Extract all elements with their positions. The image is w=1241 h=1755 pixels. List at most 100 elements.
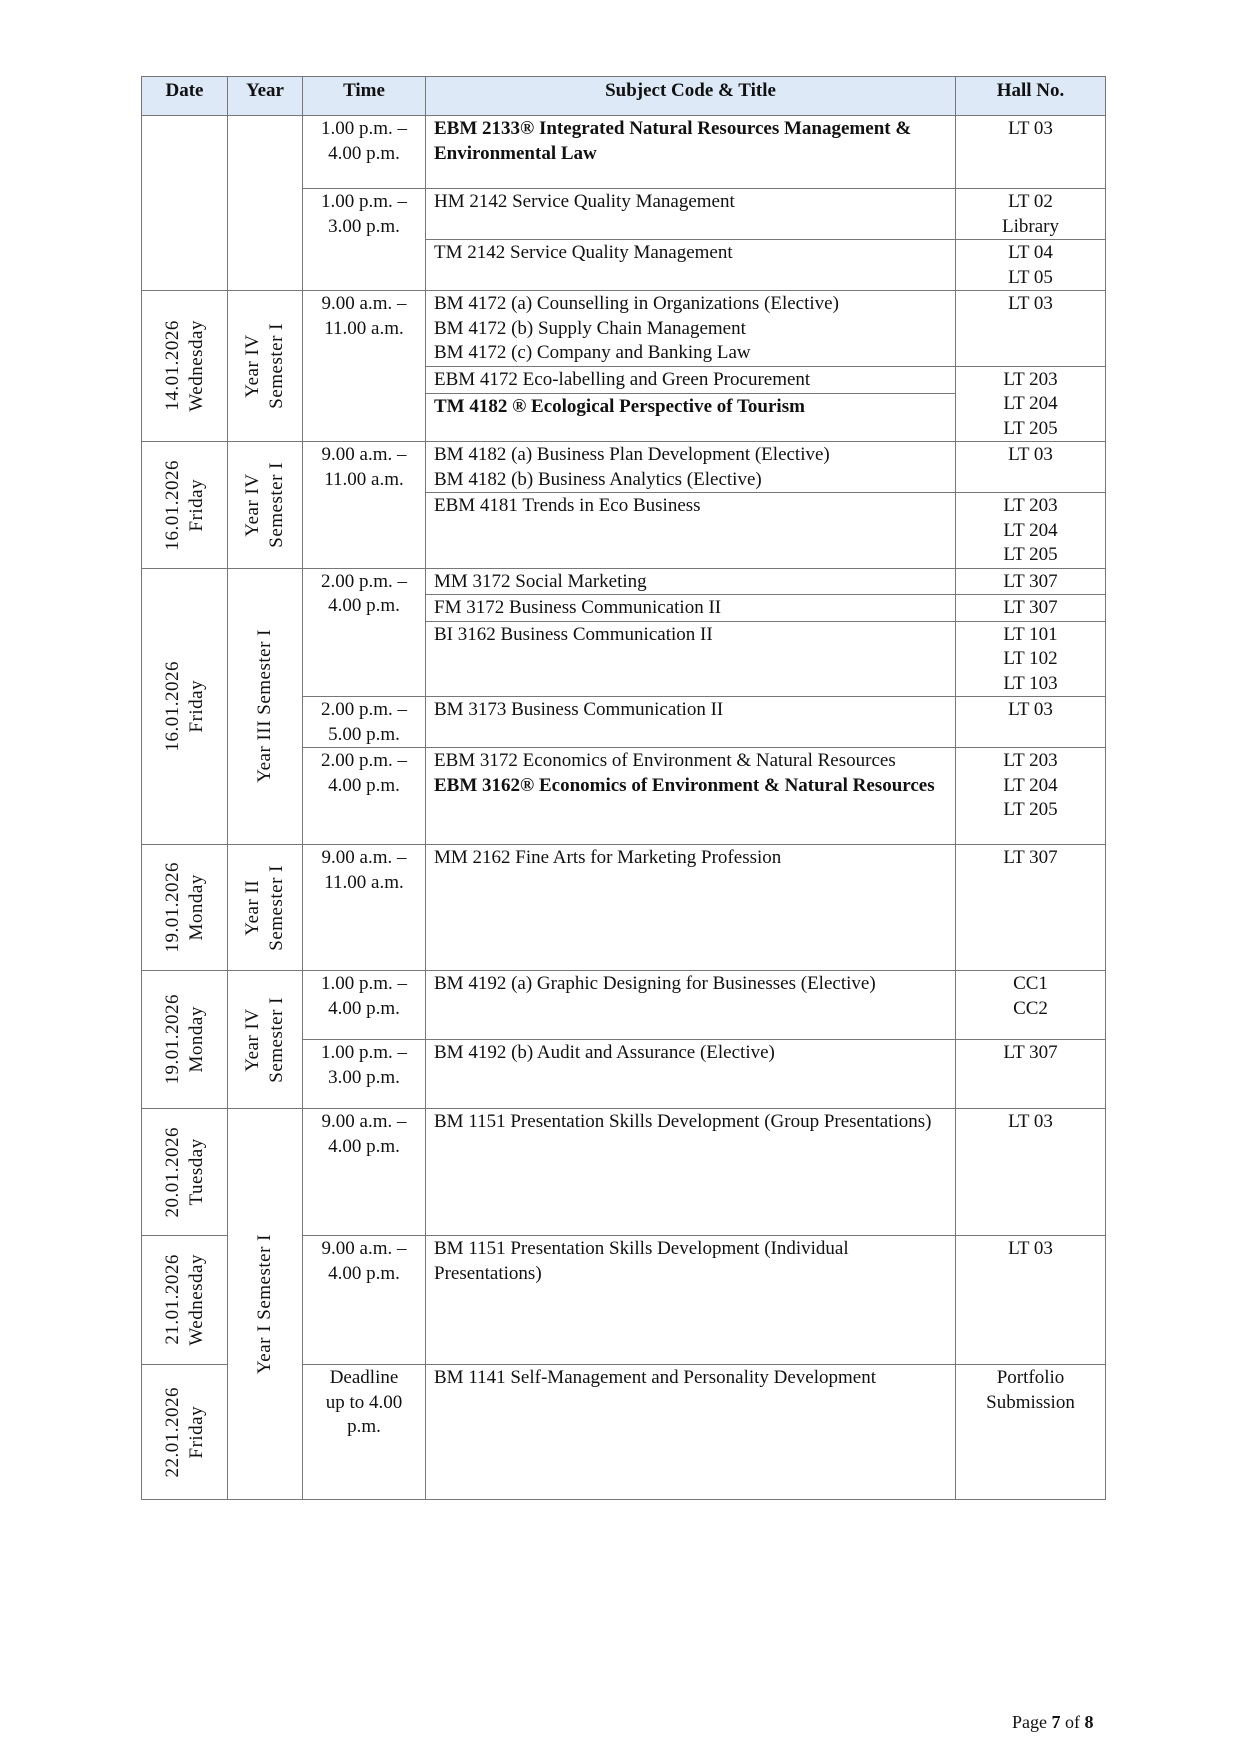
subject-cell: TM 4182 ® Ecological Perspective of Tour… bbox=[425, 392, 956, 443]
subject-cell: EBM 3172 Economics of Environment & Natu… bbox=[425, 747, 956, 845]
hall-cell: Portfolio Submission bbox=[955, 1364, 1106, 1500]
date-cell: 16.01.2026 Friday bbox=[141, 441, 228, 569]
time-cell: 1.00 p.m. – 3.00 p.m. bbox=[302, 1039, 426, 1109]
time-cell: 9.00 a.m. – 11.00 a.m. bbox=[302, 441, 426, 569]
year-cell: Year I Semester I bbox=[227, 1108, 303, 1500]
subject-cell: BM 4182 (a) Business Plan Development (E… bbox=[425, 441, 956, 493]
table-row: 16.01.2026 Friday Year III Semester I 2.… bbox=[141, 567, 1106, 845]
table-row: EBM 4181 Trends in Eco Business LT 203 L… bbox=[142, 492, 1106, 569]
hall-cell: LT 307 bbox=[955, 594, 1106, 622]
subject-cell: BI 3162 Business Communication II bbox=[425, 620, 956, 697]
table-row: 22.01.2026 Friday Deadline up to 4.00 p.… bbox=[141, 1364, 1106, 1500]
year-cell: Year IV Semester I bbox=[227, 441, 303, 569]
date-cell: 20.01.2026 Tuesday bbox=[141, 1108, 228, 1236]
table-row: 1.00 p.m. – 4.00 p.m. EBM 2133® Integrat… bbox=[141, 115, 1106, 291]
year-cell: Year IV Semester I bbox=[227, 970, 303, 1109]
subject-cell: EBM 4181 Trends in Eco Business bbox=[425, 492, 956, 569]
date-cell: 22.01.2026 Friday bbox=[141, 1364, 228, 1500]
hall-cell: LT 02 Library bbox=[955, 188, 1106, 240]
subject-cell: BM 3173 Business Communication II bbox=[425, 696, 956, 748]
subject-cell: MM 3172 Social Marketing bbox=[425, 567, 956, 595]
time-cell: 2.00 p.m. – 4.00 p.m. bbox=[302, 747, 426, 845]
time-cell: 9.00 a.m. – 11.00 a.m. bbox=[302, 844, 426, 971]
table-row: TM 2142 Service Quality Management LT 04… bbox=[142, 239, 1106, 291]
table-row: 14.01.2026 Wednesday Year IV Semester I … bbox=[141, 290, 1106, 442]
page-current: 7 bbox=[1051, 1712, 1061, 1732]
hall-cell: LT 03 bbox=[955, 441, 1106, 493]
table-row: 1.00 p.m. – 3.00 p.m. HM 2142 Service Qu… bbox=[142, 188, 1106, 291]
date-text: 19.01.2026 Monday bbox=[161, 994, 207, 1085]
table-row: 2.00 p.m. – 5.00 p.m. BM 3173 Business C… bbox=[142, 696, 1106, 748]
hall-cell: LT 03 bbox=[955, 696, 1106, 748]
hall-cell: LT 203 LT 204 LT 205 bbox=[955, 492, 1106, 569]
page-prefix: Page bbox=[1012, 1712, 1052, 1732]
table-row: 20.01.2026 Tuesday Year I Semester I 9.0… bbox=[141, 1108, 1106, 1500]
header-time: Time bbox=[302, 76, 426, 116]
subject-cell: MM 2162 Fine Arts for Marketing Professi… bbox=[425, 844, 956, 971]
time-cell: 1.00 p.m. – 4.00 p.m. bbox=[302, 115, 426, 189]
date-cell: 19.01.2026 Monday bbox=[141, 844, 228, 971]
page-of: of bbox=[1060, 1712, 1085, 1732]
time-cell: Deadline up to 4.00 p.m. bbox=[302, 1364, 426, 1500]
exam-timetable: Date Year Time Subject Code & Title Hall… bbox=[141, 76, 1106, 1500]
page-total: 8 bbox=[1084, 1712, 1094, 1732]
hall-cell: LT 03 bbox=[955, 1235, 1106, 1365]
year-cell: Year III Semester I bbox=[227, 567, 303, 845]
table-row: BI 3162 Business Communication II LT 101… bbox=[142, 620, 1106, 697]
table-row: 19.01.2026 Monday Year II Semester I 9.0… bbox=[141, 844, 1106, 971]
table-row: 21.01.2026 Wednesday 9.00 a.m. – 4.00 p.… bbox=[141, 1235, 1106, 1365]
hall-cell: LT 203 LT 204 LT 205 bbox=[955, 365, 1106, 442]
time-cell: 1.00 p.m. – 3.00 p.m. bbox=[302, 188, 426, 291]
table-row: TM 4182 ® Ecological Perspective of Tour… bbox=[142, 392, 1106, 443]
subject-cell: TM 2142 Service Quality Management bbox=[425, 239, 956, 291]
year-text: Year II Semester I bbox=[242, 864, 287, 951]
subject-cell: EBM 2133® Integrated Natural Resources M… bbox=[425, 115, 956, 189]
subject-cell: BM 1151 Presentation Skills Development … bbox=[425, 1235, 956, 1365]
date-text: 22.01.2026 Friday bbox=[161, 1386, 207, 1478]
header-hall: Hall No. bbox=[955, 76, 1106, 116]
subject-cell: BM 4192 (b) Audit and Assurance (Electiv… bbox=[425, 1039, 956, 1109]
date-text: 16.01.2026 Friday bbox=[161, 661, 207, 752]
date-cell bbox=[141, 115, 228, 291]
subject-cell: BM 4172 (a) Counselling in Organizations… bbox=[425, 290, 956, 367]
date-text: 16.01.2026 Friday bbox=[161, 459, 207, 551]
time-cell: 9.00 a.m. – 4.00 p.m. bbox=[302, 1108, 426, 1236]
subject-line: EBM 3162® Economics of Environment & Nat… bbox=[434, 774, 935, 796]
date-text: 14.01.2026 Wednesday bbox=[161, 320, 207, 412]
hall-cell: LT 307 bbox=[955, 844, 1106, 971]
hall-cell: LT 03 bbox=[955, 1108, 1106, 1236]
table-row: 2.00 p.m. – 4.00 p.m. EBM 3172 Economics… bbox=[142, 747, 1106, 845]
header-subject: Subject Code & Title bbox=[425, 76, 956, 116]
hall-cell: LT 307 bbox=[955, 1039, 1106, 1109]
date-cell: 19.01.2026 Monday bbox=[141, 970, 228, 1109]
year-text: Year IV Semester I bbox=[242, 996, 287, 1083]
time-cell: 2.00 p.m. – 4.00 p.m. bbox=[302, 567, 426, 697]
subject-cell: EBM 4172 Eco-labelling and Green Procure… bbox=[425, 365, 956, 394]
subject-cell: FM 3172 Business Communication II bbox=[425, 594, 956, 622]
date-cell: 21.01.2026 Wednesday bbox=[141, 1235, 228, 1365]
hall-cell: LT 03 bbox=[955, 115, 1106, 189]
time-cell: 1.00 p.m. – 4.00 p.m. bbox=[302, 970, 426, 1040]
subject-line: EBM 3172 Economics of Environment & Natu… bbox=[434, 750, 896, 771]
subject-cell: BM 1141 Self-Management and Personality … bbox=[425, 1364, 956, 1500]
year-text: Year IV Semester I bbox=[242, 323, 287, 409]
year-text: Year I Semester I bbox=[254, 1233, 275, 1375]
date-text: 20.01.2026 Tuesday bbox=[161, 1126, 207, 1218]
hall-cell: LT 04 LT 05 bbox=[955, 239, 1106, 291]
time-cell: 9.00 a.m. – 11.00 a.m. bbox=[302, 290, 426, 442]
page-number: Page 7 of 8 bbox=[1012, 1712, 1094, 1733]
subject-cell: BM 1151 Presentation Skills Development … bbox=[425, 1108, 956, 1236]
date-text: 19.01.2026 Monday bbox=[161, 862, 207, 953]
hall-cell: LT 307 bbox=[955, 567, 1106, 595]
time-cell: 9.00 a.m. – 4.00 p.m. bbox=[302, 1235, 426, 1365]
year-cell bbox=[227, 115, 303, 291]
time-cell: 2.00 p.m. – 5.00 p.m. bbox=[302, 696, 426, 748]
date-cell: 14.01.2026 Wednesday bbox=[141, 290, 228, 442]
hall-cell: LT 03 bbox=[955, 290, 1106, 367]
hall-cell: LT 101 LT 102 LT 103 bbox=[955, 620, 1106, 697]
table-row: 16.01.2026 Friday Year IV Semester I 9.0… bbox=[141, 441, 1106, 569]
header-year: Year bbox=[227, 76, 303, 116]
date-cell: 16.01.2026 Friday bbox=[141, 567, 228, 845]
year-cell: Year II Semester I bbox=[227, 844, 303, 971]
table-row: FM 3172 Business Communication II LT 307 bbox=[142, 594, 1106, 622]
